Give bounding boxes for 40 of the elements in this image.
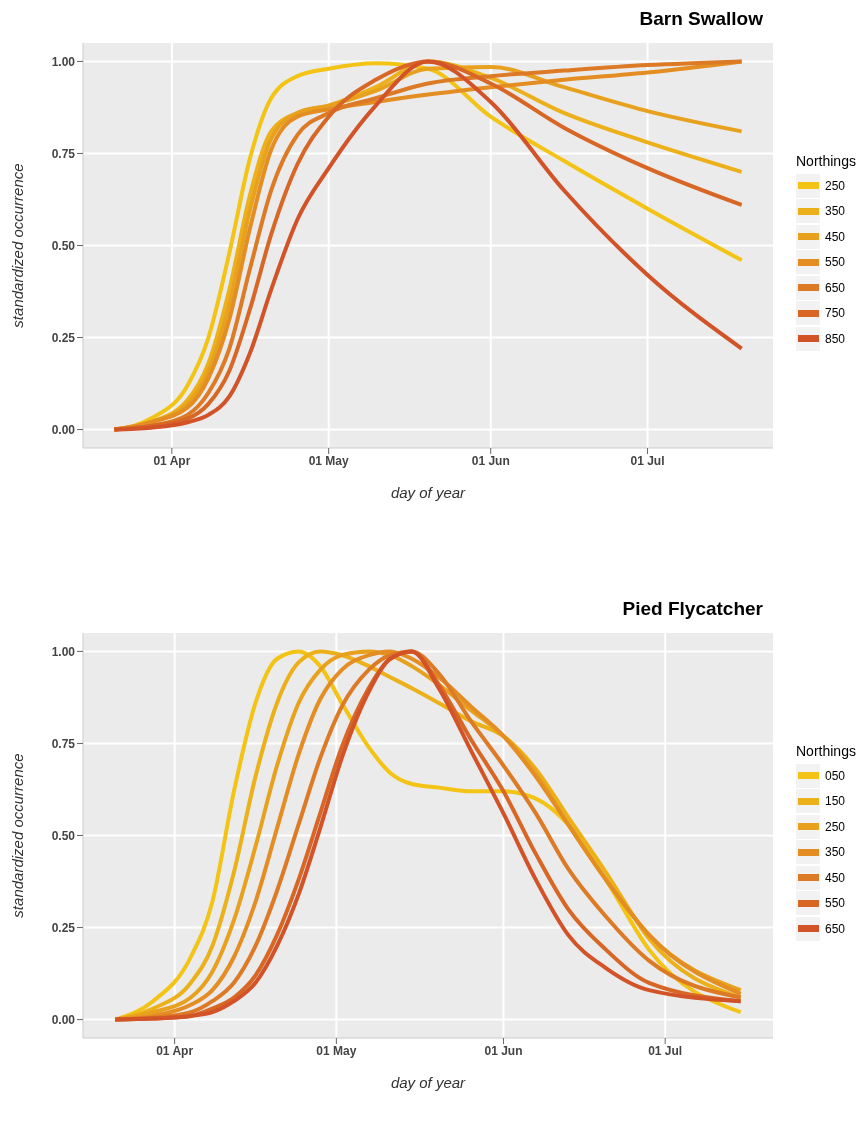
legend-label: 050 (825, 768, 846, 783)
x-tick-label: 01 Jun (471, 453, 510, 468)
legend-title: Northings (796, 153, 856, 169)
y-axis-title: standardized occurrence (9, 753, 27, 918)
y-tick-label: 0.75 (51, 736, 76, 751)
x-axis-title: day of year (390, 1074, 467, 1091)
legend-label: 650 (825, 921, 846, 936)
y-tick-label: 0.00 (51, 422, 76, 437)
y-tick-label: 0.50 (51, 238, 76, 253)
y-tick-label: 0.25 (51, 920, 76, 935)
legend-label: 450 (825, 870, 846, 885)
x-tick-label: 01 Apr (156, 1043, 194, 1058)
y-tick-label: 0.25 (51, 330, 76, 345)
legend-label: 450 (825, 229, 846, 244)
y-tick-label: 0.00 (51, 1012, 76, 1027)
x-tick-label: 01 Jul (630, 453, 665, 468)
x-tick-label: 01 Jun (484, 1043, 523, 1058)
x-tick-label: 01 Apr (153, 453, 191, 468)
x-tick-label: 01 May (316, 1043, 357, 1058)
chart-title: Pied Flycatcher (622, 598, 763, 620)
y-axis-title: standardized occurrence (9, 163, 27, 328)
x-tick-label: 01 Jul (648, 1043, 683, 1058)
y-tick-label: 0.75 (51, 146, 76, 161)
legend-label: 250 (825, 178, 846, 193)
legend-label: 250 (825, 819, 846, 834)
y-tick-label: 1.00 (51, 644, 76, 659)
y-tick-label: 0.50 (51, 828, 76, 843)
legend-label: 750 (825, 306, 846, 321)
legend-label: 550 (825, 255, 846, 270)
x-axis-title: day of year (390, 484, 467, 501)
legend-label: 350 (825, 204, 846, 219)
legend-label: 650 (825, 280, 846, 295)
legend-label: 350 (825, 845, 846, 860)
chart-title: Barn Swallow (639, 8, 763, 30)
legend-label: 150 (825, 794, 846, 809)
legend-label: 850 (825, 331, 846, 346)
y-tick-label: 1.00 (51, 54, 76, 69)
legend-title: Northings (796, 743, 856, 759)
legend-label: 550 (825, 896, 846, 911)
x-tick-label: 01 May (308, 453, 350, 468)
